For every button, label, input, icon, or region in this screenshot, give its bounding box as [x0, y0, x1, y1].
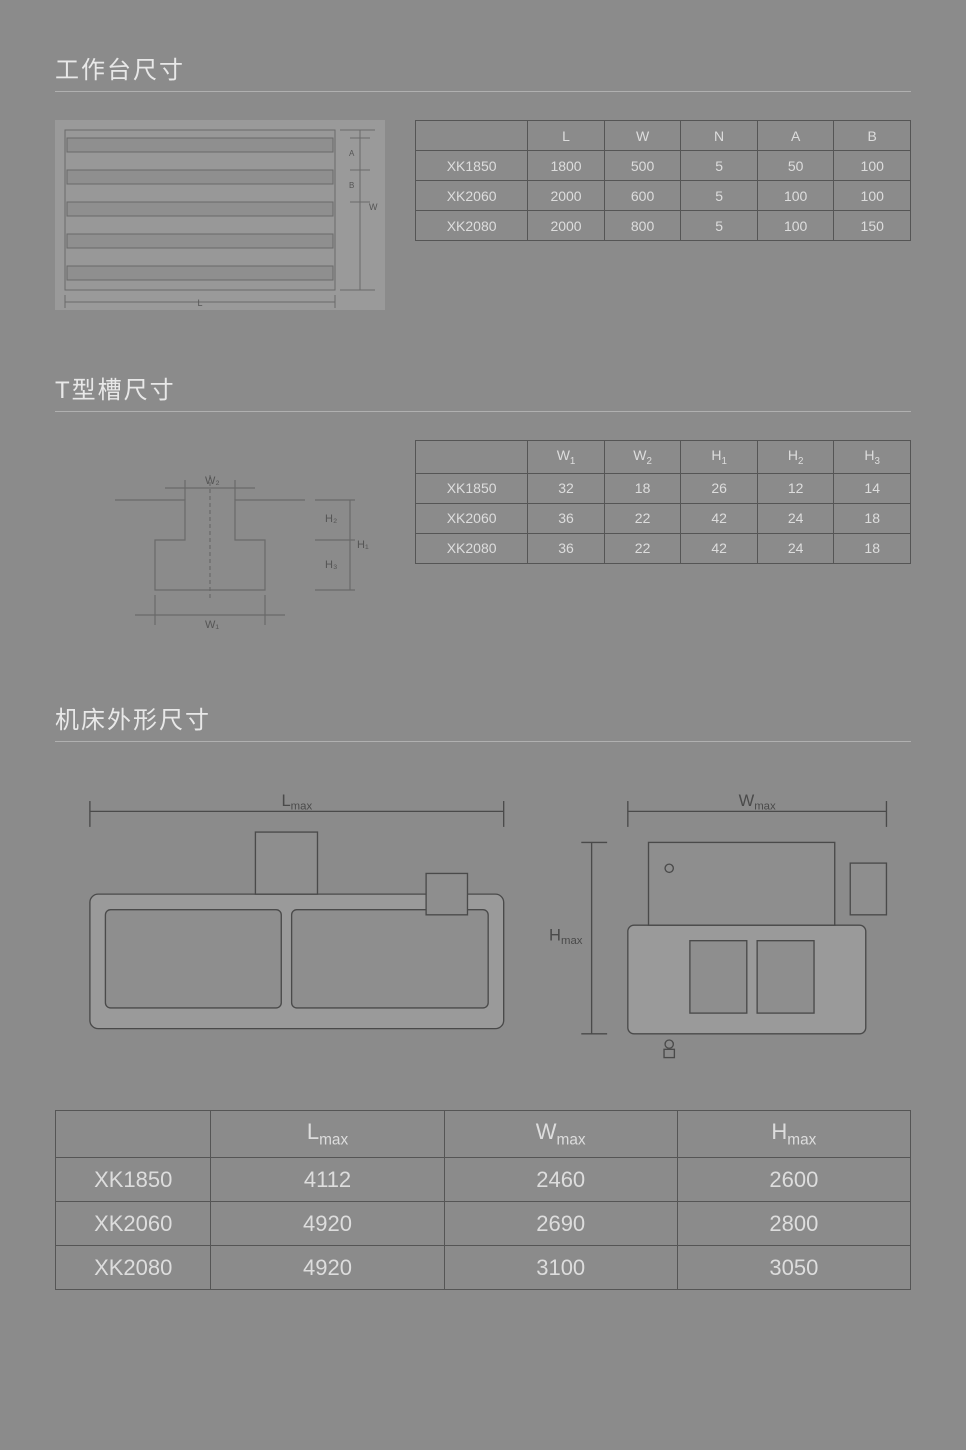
table-cell: 100 [757, 211, 834, 241]
table-header-cell: W [604, 121, 681, 151]
table-cell: 600 [604, 181, 681, 211]
table-machine: LmaxWmaxHmax XK1850411224602600XK2060492… [55, 1110, 911, 1290]
table-cell: 2000 [528, 211, 605, 241]
table-cell: 4920 [211, 1246, 444, 1290]
table-row: XK1850411224602600 [56, 1158, 911, 1202]
table-header-cell [416, 121, 528, 151]
table-cell: 2690 [444, 1202, 677, 1246]
table-cell: 18 [834, 533, 911, 563]
section-title-tslot: T型槽尺寸 [55, 370, 911, 412]
table-cell: 2800 [677, 1202, 910, 1246]
section-title-worktable: 工作台尺寸 [55, 50, 911, 92]
table-cell: 100 [834, 151, 911, 181]
table-cell: 2460 [444, 1158, 677, 1202]
diagram-worktable: L W A B [55, 120, 385, 310]
table-worktable: LWNAB XK18501800500550100XK2060200060051… [415, 120, 911, 241]
table-header-cell: H1 [681, 441, 758, 474]
table-cell: XK2060 [416, 503, 528, 533]
section-worktable: 工作台尺寸 [55, 50, 911, 310]
table-cell: XK2080 [56, 1246, 211, 1290]
table-header-cell: N [681, 121, 758, 151]
section-title-machine: 机床外形尺寸 [55, 700, 911, 742]
table-row: XK206020006005100100 [416, 181, 911, 211]
table-cell: 12 [757, 473, 834, 503]
table-header-cell: B [834, 121, 911, 151]
table-cell: XK2060 [416, 181, 528, 211]
table-row: XK2080492031003050 [56, 1246, 911, 1290]
svg-text:H₃: H₃ [325, 559, 337, 571]
table-cell: 100 [757, 181, 834, 211]
table-row: XK208020008005100150 [416, 211, 911, 241]
table-tslot: W1W2H1H2H3 XK18503218261214XK20603622422… [415, 440, 911, 564]
table-header-cell [56, 1111, 211, 1158]
table-cell: 22 [604, 503, 681, 533]
table-header-cell: Lmax [211, 1111, 444, 1158]
table-header-cell: H3 [834, 441, 911, 474]
table-header-cell: A [757, 121, 834, 151]
table-header-cell: Wmax [444, 1111, 677, 1158]
table-cell: 14 [834, 473, 911, 503]
table-cell: 24 [757, 503, 834, 533]
table-cell: 3100 [444, 1246, 677, 1290]
table-cell: 18 [834, 503, 911, 533]
table-cell: XK2080 [416, 211, 528, 241]
table-cell: 100 [834, 181, 911, 211]
svg-text:Lmax: Lmax [281, 791, 312, 812]
table-cell: XK2080 [416, 533, 528, 563]
table-cell: 3050 [677, 1246, 910, 1290]
diagram-tslot: W₂ W₁ H₂ H₁ H₃ [55, 440, 385, 640]
table-cell: 32 [528, 473, 605, 503]
table-cell: 800 [604, 211, 681, 241]
table-cell: 5 [681, 151, 758, 181]
table-cell: 42 [681, 503, 758, 533]
svg-text:A: A [349, 149, 355, 158]
section-machine: 机床外形尺寸 [55, 700, 911, 1290]
table-cell: 2600 [677, 1158, 910, 1202]
table-row: XK2060492026902800 [56, 1202, 911, 1246]
table-cell: 36 [528, 503, 605, 533]
table-cell: 4112 [211, 1158, 444, 1202]
svg-text:W₂: W₂ [205, 475, 220, 487]
table-row: XK18503218261214 [416, 473, 911, 503]
table-row: XK18501800500550100 [416, 151, 911, 181]
table-header-cell: W1 [528, 441, 605, 474]
table-cell: 1800 [528, 151, 605, 181]
table-cell: 5 [681, 211, 758, 241]
table-row: XK20803622422418 [416, 533, 911, 563]
table-cell: 24 [757, 533, 834, 563]
table-cell: XK1850 [416, 151, 528, 181]
svg-text:Hmax: Hmax [549, 926, 583, 947]
table-cell: XK1850 [56, 1158, 211, 1202]
table-cell: XK1850 [416, 473, 528, 503]
table-cell: 500 [604, 151, 681, 181]
table-cell: 26 [681, 473, 758, 503]
table-header-cell: W2 [604, 441, 681, 474]
table-cell: 22 [604, 533, 681, 563]
svg-text:H₁: H₁ [357, 539, 369, 551]
svg-text:B: B [349, 181, 354, 190]
table-row: XK20603622422418 [416, 503, 911, 533]
table-header-cell: Hmax [677, 1111, 910, 1158]
table-cell: 150 [834, 211, 911, 241]
diagram-machine: Lmax Wmax Hmax [55, 770, 911, 1070]
table-cell: 5 [681, 181, 758, 211]
table-cell: 4920 [211, 1202, 444, 1246]
svg-text:W: W [369, 202, 378, 212]
table-cell: XK2060 [56, 1202, 211, 1246]
section-tslot: T型槽尺寸 [55, 370, 911, 640]
svg-text:L: L [197, 298, 202, 308]
table-header-cell: H2 [757, 441, 834, 474]
table-header-cell [416, 441, 528, 474]
table-header-cell: L [528, 121, 605, 151]
svg-text:W₁: W₁ [205, 619, 219, 631]
table-cell: 2000 [528, 181, 605, 211]
table-cell: 50 [757, 151, 834, 181]
table-cell: 42 [681, 533, 758, 563]
svg-text:Wmax: Wmax [739, 791, 776, 812]
svg-text:H₂: H₂ [325, 513, 337, 525]
table-cell: 36 [528, 533, 605, 563]
table-cell: 18 [604, 473, 681, 503]
